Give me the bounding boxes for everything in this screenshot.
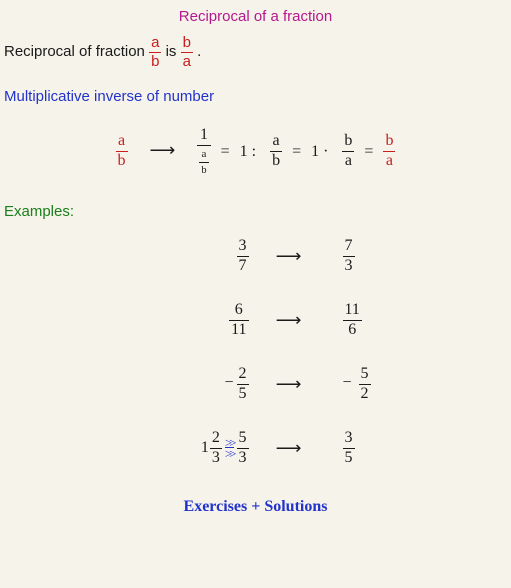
deriv-start-num: a bbox=[116, 133, 128, 152]
derivation-line: a b ⟶ 1 a b = 1 : a b = 1 · b a = bbox=[4, 127, 507, 178]
example-right: 116 bbox=[329, 302, 413, 339]
example-row: 611⟶116 bbox=[4, 298, 507, 342]
example-right: − 52 bbox=[329, 366, 413, 403]
example-left: 611 bbox=[179, 302, 249, 339]
frac-num: 3 bbox=[237, 238, 249, 257]
example-left-frac: 37 bbox=[237, 238, 249, 275]
footer-link[interactable]: Exercises + Solutions bbox=[4, 498, 507, 516]
deriv-p3-frac: b a bbox=[342, 133, 354, 170]
frac-den: 5 bbox=[237, 385, 249, 403]
example-right-frac: 73 bbox=[343, 238, 355, 275]
deriv-arrow: ⟶ bbox=[150, 140, 176, 161]
frac-num: 6 bbox=[229, 302, 248, 321]
frac-den: 6 bbox=[343, 321, 362, 339]
example-arrow: ⟶ bbox=[249, 438, 329, 459]
example-right: 35 bbox=[329, 430, 413, 467]
minus-sign: − bbox=[343, 374, 352, 392]
intro-prefix: Reciprocal of fraction bbox=[4, 43, 149, 60]
deriv-eq3: = bbox=[364, 142, 373, 159]
example-row: −25⟶− 52 bbox=[4, 362, 507, 406]
deriv-p3-den: a bbox=[342, 152, 354, 170]
deriv-result-den: a bbox=[383, 152, 395, 170]
subheading: Multiplicative inverse of number bbox=[4, 88, 507, 105]
deriv-nested-num: a bbox=[199, 149, 208, 164]
deriv-1-over-frac: 1 a b bbox=[197, 127, 210, 178]
example-left: 123>>>>53 bbox=[179, 430, 249, 467]
examples-label: Examples: bbox=[4, 203, 507, 220]
deriv-eq2: = bbox=[292, 142, 301, 159]
intro-frac1-num: a bbox=[149, 35, 161, 53]
example-right-frac: 52 bbox=[359, 366, 371, 403]
deriv-nested-den: b bbox=[199, 163, 208, 177]
frac-num: 7 bbox=[343, 238, 355, 257]
minus-sign: − bbox=[224, 374, 233, 392]
example-left: −25 bbox=[179, 366, 249, 403]
example-right: 73 bbox=[329, 238, 413, 275]
frac-den: 3 bbox=[343, 257, 355, 275]
frac-num: 5 bbox=[359, 366, 371, 385]
intro-mid: is bbox=[166, 43, 181, 60]
example-left: 37 bbox=[179, 238, 249, 275]
frac-den: 2 bbox=[359, 385, 371, 403]
intro-frac2-den: a bbox=[181, 53, 193, 70]
deriv-one: 1 bbox=[197, 127, 210, 146]
example-row: 37⟶73 bbox=[4, 234, 507, 278]
deriv-result-num: b bbox=[383, 133, 395, 152]
intro-suffix: . bbox=[197, 43, 201, 60]
frac-den: 11 bbox=[229, 321, 248, 339]
frac-num: 2 bbox=[210, 430, 222, 449]
mixed-integer: 1 bbox=[201, 439, 209, 457]
deriv-start-den: b bbox=[116, 152, 128, 170]
frac-den: 5 bbox=[343, 449, 355, 467]
example-left-frac: 25 bbox=[237, 366, 249, 403]
frac-num: 3 bbox=[343, 430, 355, 449]
intro-frac1-den: b bbox=[149, 53, 161, 70]
example-arrow: ⟶ bbox=[249, 310, 329, 331]
intro-fraction-ab: a b bbox=[149, 35, 161, 70]
frac-num: 2 bbox=[237, 366, 249, 385]
example-right-frac: 35 bbox=[343, 430, 355, 467]
intro-fraction-ba: b a bbox=[181, 35, 193, 70]
frac-den: 3 bbox=[210, 449, 222, 467]
deriv-p2-frac: a b bbox=[270, 133, 282, 170]
example-mid-frac: 53 bbox=[237, 430, 249, 467]
intro-sentence: Reciprocal of fraction a b is b a . bbox=[4, 35, 507, 70]
deriv-eq1: = bbox=[221, 142, 230, 159]
deriv-nested-frac: a b bbox=[199, 149, 208, 178]
deriv-result-frac: b a bbox=[383, 133, 395, 170]
example-arrow: ⟶ bbox=[249, 374, 329, 395]
example-left-frac: 23 bbox=[210, 430, 222, 467]
deriv-p2-num: a bbox=[270, 133, 282, 152]
double-greater-icon: >>>> bbox=[225, 437, 234, 460]
example-left-frac: 611 bbox=[229, 302, 248, 339]
examples-block: 37⟶73611⟶116−25⟶− 52123>>>>53⟶35 bbox=[4, 234, 507, 470]
frac-den: 7 bbox=[237, 257, 249, 275]
intro-frac2-num: b bbox=[181, 35, 193, 53]
deriv-p2-lhs: 1 : bbox=[240, 142, 256, 159]
deriv-start-frac: a b bbox=[116, 133, 128, 170]
frac-num: 5 bbox=[237, 430, 249, 449]
deriv-p3-num: b bbox=[342, 133, 354, 152]
deriv-p2-den: b bbox=[270, 152, 282, 170]
frac-num: 11 bbox=[343, 302, 362, 321]
example-arrow: ⟶ bbox=[249, 246, 329, 267]
page-title: Reciprocal of a fraction bbox=[4, 8, 507, 25]
example-row: 123>>>>53⟶35 bbox=[4, 426, 507, 470]
deriv-p3-lhs: 1 · bbox=[311, 142, 328, 159]
frac-den: 3 bbox=[237, 449, 249, 467]
example-right-frac: 116 bbox=[343, 302, 362, 339]
